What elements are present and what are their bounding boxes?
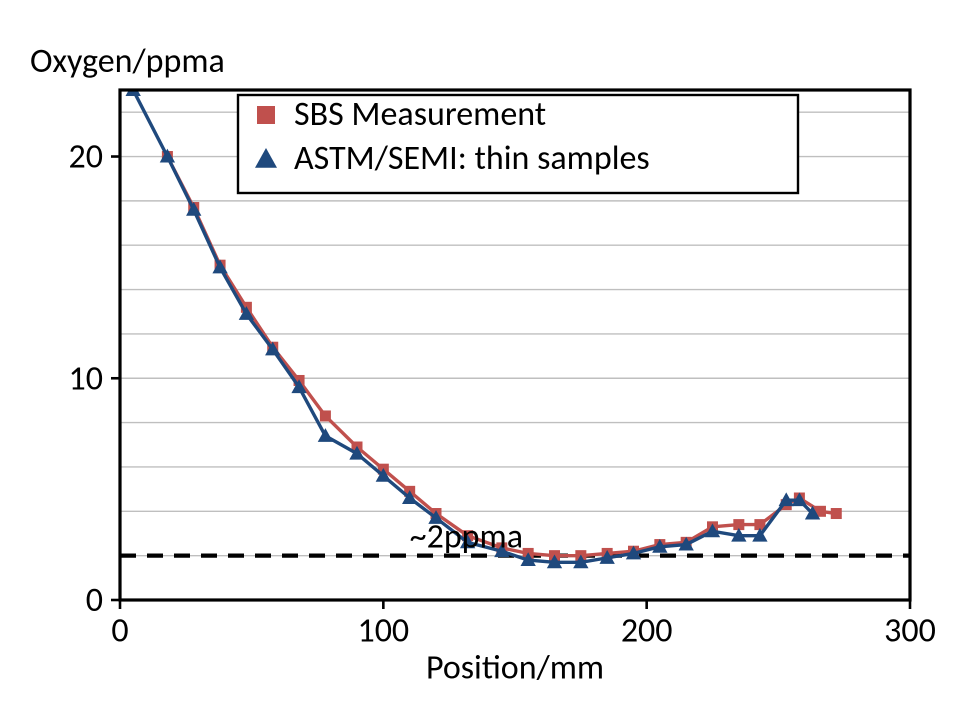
oxygen-chart: 0 100 200 300 0 10 20 Position/mm Oxygen/ppma ~2p… (0, 0, 960, 720)
y-tick-label: 0 (86, 580, 103, 621)
chart-container: { "chart": { "type": "line-scatter", "wi… (0, 0, 960, 720)
legend-item-label: SBS Measurement (294, 94, 546, 135)
y-tick-label: 20 (69, 137, 103, 178)
marker-square (831, 509, 841, 519)
legend-item-label: ASTM/SEMI: thin samples (294, 138, 650, 179)
x-tick-label: 0 (111, 610, 128, 651)
x-tick-label: 200 (621, 610, 673, 651)
y-tick-label: 10 (69, 358, 103, 399)
x-axis-label: Position/mm (426, 648, 604, 689)
y-axis-label: Oxygen/ppma (30, 41, 225, 82)
annotation-label: ~2ppma (410, 517, 523, 558)
marker-square (320, 411, 330, 421)
x-tick-label: 300 (884, 610, 936, 651)
legend-marker-square (257, 106, 275, 124)
x-tick-label: 100 (357, 610, 409, 651)
